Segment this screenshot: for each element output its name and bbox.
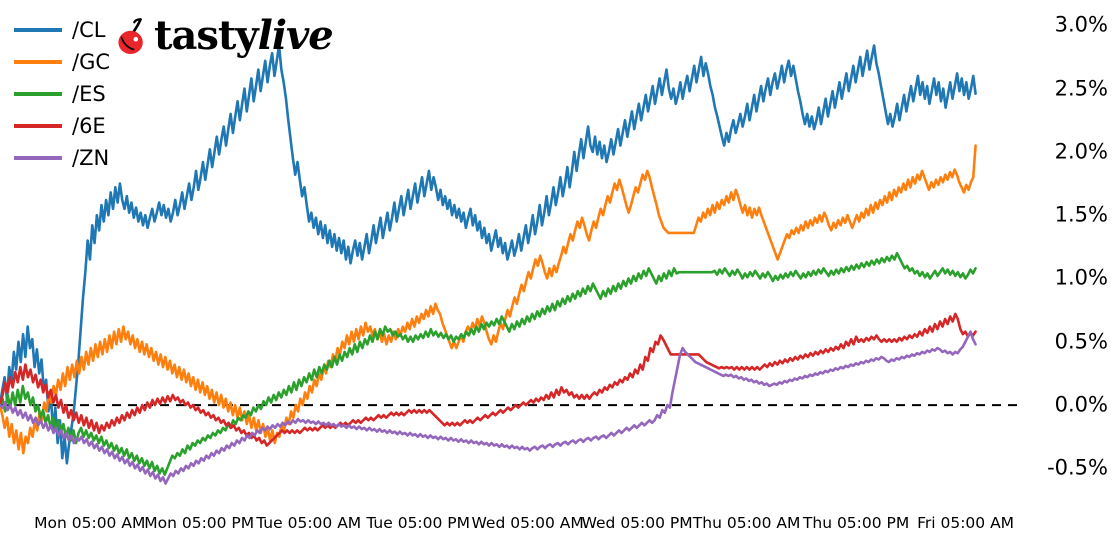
legend-item-zn[interactable]: /ZN <box>14 142 134 174</box>
x-tick-label: Thu 05:00 PM <box>802 514 910 532</box>
legend-item-gc[interactable]: /GC <box>14 46 134 78</box>
y-tick-label: 1.5% <box>1054 202 1108 227</box>
y-tick-label: -0.5% <box>1047 455 1108 480</box>
series-line-zn <box>0 330 977 485</box>
x-tick-label: Wed 05:00 AM <box>471 514 584 532</box>
cherry-body <box>118 30 143 54</box>
x-tick-label: Mon 05:00 AM <box>34 514 146 532</box>
legend-swatch-gc <box>14 60 62 64</box>
y-tick-label: 2.0% <box>1054 139 1108 164</box>
series-line-cl <box>0 44 977 465</box>
legend-label-6e: /6E <box>72 113 106 138</box>
tastylive-logo: tastylive <box>118 8 334 64</box>
x-tick-label: Mon 05:00 PM <box>144 514 255 532</box>
y-tick-label: 1.0% <box>1054 265 1108 290</box>
logo-text-live: live <box>257 12 334 59</box>
legend-swatch-zn <box>14 156 62 160</box>
logo-wordmark: tastylive <box>154 16 334 56</box>
y-tick-label: 3.0% <box>1054 12 1108 37</box>
series-line-6e <box>0 312 977 447</box>
series-line-gc <box>0 144 977 455</box>
legend-swatch-es <box>14 92 62 96</box>
y-tick-label: 2.5% <box>1054 76 1108 101</box>
cherry-highlight <box>133 36 139 42</box>
chart-legend: /CL /GC /ES /6E /ZN <box>14 14 134 174</box>
legend-label-zn: /ZN <box>72 145 110 170</box>
series-lines <box>0 44 977 485</box>
logo-text-tasty: tasty <box>154 12 259 59</box>
legend-swatch-cl <box>14 28 62 32</box>
x-tick-label: Tue 05:00 AM <box>256 514 362 532</box>
x-tick-label: Fri 05:00 AM <box>917 514 1015 532</box>
legend-item-es[interactable]: /ES <box>14 78 134 110</box>
chart-canvas <box>0 44 1023 485</box>
legend-label-gc: /GC <box>72 49 111 74</box>
series-line-es <box>0 251 977 476</box>
legend-swatch-6e <box>14 124 62 128</box>
legend-label-es: /ES <box>72 81 106 106</box>
x-tick-label: Wed 05:00 PM <box>581 514 693 532</box>
legend-item-6e[interactable]: /6E <box>14 110 134 142</box>
legend-label-cl: /CL <box>72 17 106 42</box>
y-tick-label: 0.5% <box>1054 329 1108 354</box>
legend-item-cl[interactable]: /CL <box>14 14 134 46</box>
cherry-icon <box>118 18 143 54</box>
y-tick-label: 0.0% <box>1054 392 1108 417</box>
y-axis: 3.0% 2.5% 2.0% 1.5% 1.0% 0.5% 0.0% -0.5% <box>1028 0 1113 500</box>
x-tick-label: Thu 05:00 AM <box>692 514 801 532</box>
x-tick-label: Tue 05:00 PM <box>366 514 471 532</box>
plot-area <box>0 44 1023 485</box>
x-axis: Mon 05:00 AM Mon 05:00 PM Tue 05:00 AM Tue … <box>0 508 1023 538</box>
